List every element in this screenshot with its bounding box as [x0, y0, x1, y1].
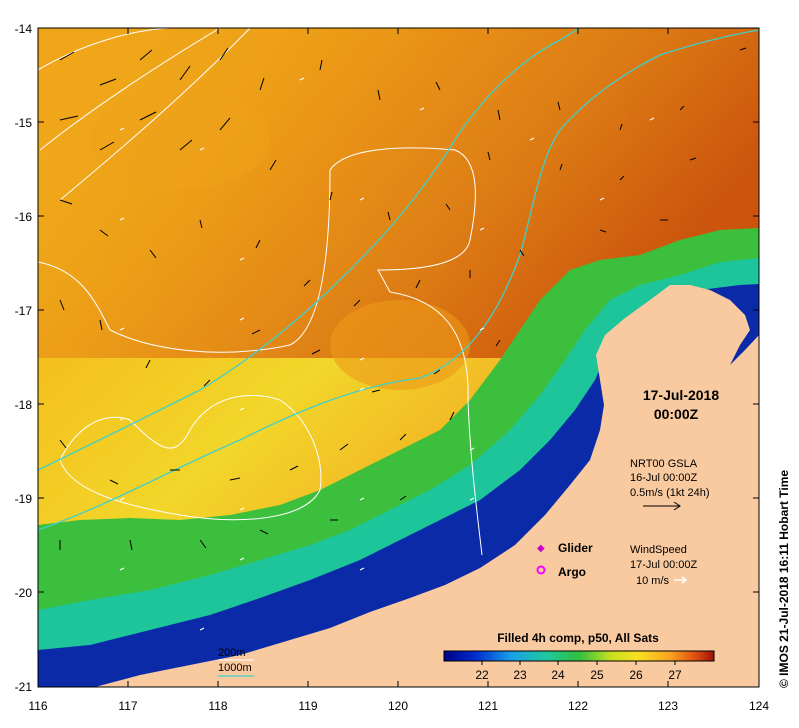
credit-text: © IMOS 21-Jul-2018 16:11 Hobart Time — [777, 470, 791, 688]
lat-tick-label: -17 — [15, 304, 33, 318]
lat-tick-label: -21 — [15, 680, 33, 694]
currents-scale-arrow — [643, 501, 681, 511]
colorbar-ticks — [481, 661, 676, 665]
warm-patch — [330, 300, 470, 390]
lon-tick-label: 123 — [658, 699, 678, 713]
argo-label: Argo — [558, 565, 586, 579]
lon-tick-label: 121 — [478, 699, 498, 713]
colorbar-label: 24 — [551, 668, 565, 682]
lat-tick-label: -20 — [15, 586, 33, 600]
lat-labels: -14 -15 -16 -17 -18 -19 -20 -21 — [15, 22, 33, 694]
glider-label: Glider — [558, 541, 593, 555]
currents-date: 16-Jul 00:00Z — [630, 472, 698, 484]
lon-tick-label: 120 — [388, 699, 408, 713]
wind-title: WindSpeed — [630, 544, 687, 556]
land — [95, 285, 759, 687]
colorbar-label: 23 — [513, 668, 527, 682]
currents-scale: 0.5m/s (1kt 24h) — [630, 487, 709, 499]
contour-1000m-label: 1000m — [218, 662, 252, 674]
contour-200m — [329, 147, 483, 556]
lat-tick-label: -15 — [15, 116, 33, 130]
map-time: 00:00Z — [654, 406, 699, 422]
lon-tick-label: 119 — [298, 699, 317, 713]
lon-labels: 116 117 118 119 120 121 122 123 124 — [28, 699, 769, 713]
wind-scale: 10 m/s — [636, 575, 670, 587]
colorbar — [443, 650, 715, 662]
colorbar-title: Filled 4h comp, p50, All Sats — [497, 631, 659, 645]
lon-tick-label: 122 — [568, 699, 588, 713]
contour-200m-d — [38, 28, 251, 201]
currents-source: NRT00 GSLA — [630, 458, 698, 470]
lon-tick-label: 117 — [118, 699, 137, 713]
colorbar-label: 22 — [475, 668, 489, 682]
axis-ticks — [37, 27, 760, 688]
map-date: 17-Jul-2018 — [643, 387, 719, 403]
colorbar-label: 27 — [668, 668, 682, 682]
contour-200m-label: 200m — [218, 647, 246, 659]
wind-scale-arrow — [674, 576, 688, 584]
contour-1000m — [38, 29, 759, 531]
glider-marker: ◆ — [537, 543, 545, 554]
lon-tick-label: 116 — [28, 699, 47, 713]
lat-tick-label: -16 — [15, 210, 33, 224]
warm-patch-2 — [90, 90, 270, 190]
lat-tick-label: -14 — [15, 22, 33, 36]
map-layers — [38, 28, 759, 687]
lon-tick-label: 124 — [749, 699, 769, 713]
lat-tick-label: -19 — [15, 492, 33, 506]
lon-tick-label: 118 — [208, 699, 227, 713]
colorbar-label: 26 — [629, 668, 643, 682]
contour-200m-b — [38, 169, 331, 353]
lat-tick-label: -18 — [15, 398, 33, 412]
contour-1000m-b — [38, 28, 581, 471]
wind-date: 17-Jul 00:00Z — [630, 559, 698, 571]
current-arrows — [59, 47, 747, 551]
colorbar-label: 25 — [590, 668, 604, 682]
argo-marker — [536, 565, 546, 575]
wind-arrows — [119, 77, 655, 631]
